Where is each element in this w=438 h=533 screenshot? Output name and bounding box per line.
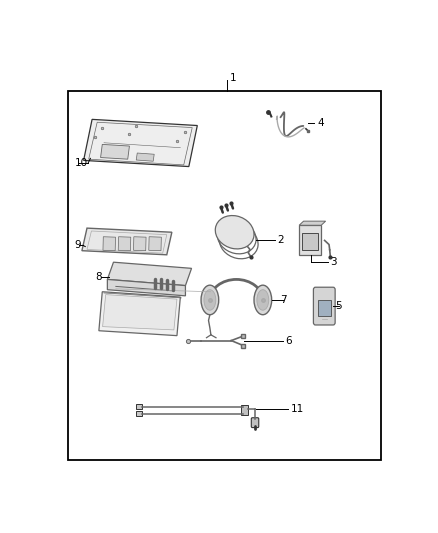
Bar	[241, 406, 247, 415]
Text: 10: 10	[74, 158, 88, 168]
Ellipse shape	[201, 285, 219, 314]
Polygon shape	[102, 295, 177, 330]
Text: 11: 11	[291, 404, 304, 414]
Polygon shape	[134, 237, 146, 251]
Ellipse shape	[254, 285, 272, 314]
Bar	[302, 233, 318, 250]
Polygon shape	[107, 279, 185, 296]
FancyBboxPatch shape	[251, 418, 259, 427]
Text: 9: 9	[74, 240, 81, 251]
Polygon shape	[136, 153, 154, 161]
Text: 5: 5	[336, 301, 342, 311]
Text: 1: 1	[230, 74, 236, 83]
Polygon shape	[82, 228, 172, 255]
Polygon shape	[107, 262, 191, 286]
Polygon shape	[118, 237, 131, 251]
Text: 8: 8	[95, 272, 102, 282]
Text: 7: 7	[280, 295, 287, 305]
Bar	[136, 404, 142, 409]
Polygon shape	[101, 144, 130, 159]
Polygon shape	[149, 237, 161, 251]
Polygon shape	[299, 225, 321, 255]
Ellipse shape	[215, 215, 254, 249]
Text: 2: 2	[277, 235, 284, 245]
Bar	[136, 411, 142, 416]
Ellipse shape	[204, 289, 216, 310]
Polygon shape	[103, 237, 116, 251]
Text: 3: 3	[330, 257, 337, 267]
Text: 4: 4	[317, 118, 324, 128]
Polygon shape	[299, 221, 325, 225]
Text: 6: 6	[286, 336, 292, 346]
Polygon shape	[84, 119, 197, 166]
Bar	[318, 300, 331, 317]
FancyBboxPatch shape	[314, 287, 335, 325]
Polygon shape	[99, 292, 180, 336]
Ellipse shape	[257, 289, 269, 310]
